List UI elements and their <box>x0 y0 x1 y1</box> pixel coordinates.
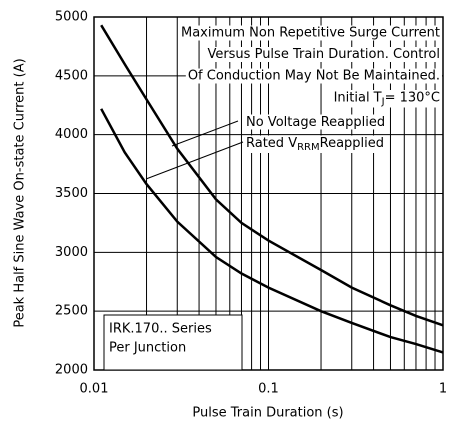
leader-line <box>171 120 239 147</box>
note: IRK.170.. Series <box>109 322 212 337</box>
annotation-bg <box>185 68 442 84</box>
legend-bg <box>244 114 388 130</box>
y-axis-label: Peak Half Sine Wave On-state Current (A) <box>13 58 28 327</box>
y-tick-label: 2500 <box>55 304 88 319</box>
annotation-group: Maximum Non Repetitive Surge Current <box>179 25 442 41</box>
annotation: Of Conduction May Not Be Maintained. <box>188 69 440 84</box>
annotation: Maximum Non Repetitive Surge Current <box>181 26 440 41</box>
legend-label-subscript: RRM <box>297 142 320 153</box>
legend-label: No Voltage Reapplied <box>246 115 385 130</box>
legend-label-part: Rated V <box>246 136 297 151</box>
y-tick-label: 4500 <box>55 68 88 83</box>
annotation-group: Versus Pulse Train Duration. Control <box>205 47 442 62</box>
plot-frame <box>93 16 444 371</box>
condition-bg <box>331 90 442 108</box>
y-tick-label: 5000 <box>55 10 88 25</box>
condition-group: Initial TJ= 130°C <box>331 90 442 108</box>
curve <box>100 108 444 354</box>
legend-label: Rated VRRMReapplied <box>246 136 384 154</box>
y-tick-label: 4000 <box>55 127 88 142</box>
condition-subscript: J <box>381 97 385 108</box>
note: Per Junction <box>109 341 186 356</box>
condition: Initial TJ= 130°C <box>334 90 440 108</box>
annotation-group: Of Conduction May Not Be Maintained. <box>185 68 442 84</box>
x-tick-label: 0.01 <box>80 382 109 397</box>
x-tick-label: 1 <box>439 382 447 397</box>
legend-group: No Voltage Reapplied <box>244 114 388 130</box>
condition-part: = 130°C <box>385 90 440 105</box>
x-axis-label: Pulse Train Duration (s) <box>192 406 343 421</box>
legend-label-part: No Voltage Reapplied <box>246 115 385 130</box>
annotation-bg <box>205 47 442 62</box>
legend-group: Rated VRRMReapplied <box>244 135 387 154</box>
leader-line <box>145 141 244 180</box>
annotation: Versus Pulse Train Duration. Control <box>207 47 440 62</box>
legend-bg <box>244 135 387 153</box>
y-tick-label: 2000 <box>55 363 88 378</box>
y-tick-label: 3000 <box>55 245 88 260</box>
annotation-bg <box>179 25 442 41</box>
legend-label-part: Reapplied <box>320 136 384 151</box>
note-box <box>103 314 243 371</box>
y-tick-label: 3500 <box>55 186 88 201</box>
curve <box>100 24 444 327</box>
x-tick-label: 0.1 <box>258 382 279 397</box>
condition-part: Initial T <box>334 90 382 105</box>
